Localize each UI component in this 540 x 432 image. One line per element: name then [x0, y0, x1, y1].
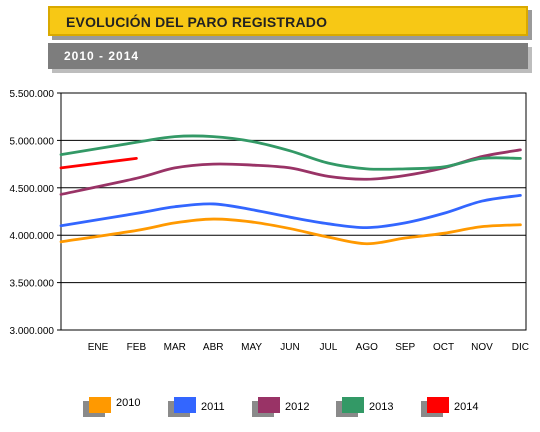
- y-tick-label: 5.000.000: [10, 136, 55, 147]
- legend-swatch: [258, 397, 280, 413]
- x-tick-label: ENE: [88, 342, 109, 353]
- legend-swatch: [89, 397, 111, 413]
- legend-swatch: [427, 397, 449, 413]
- legend-swatch: [342, 397, 364, 413]
- y-tick-label: 3.500.000: [10, 279, 55, 290]
- x-tick-label: OCT: [433, 342, 454, 353]
- series-line-2010: [59, 217, 522, 246]
- x-tick-label: FEB: [127, 342, 147, 353]
- legend-label: 2011: [201, 401, 225, 413]
- series-line-2014: [59, 157, 138, 170]
- legend-label: 2010: [116, 397, 140, 409]
- plot-area: [60, 92, 527, 331]
- y-tick-label: 5.500.000: [10, 89, 55, 100]
- legend-label: 2013: [369, 401, 393, 413]
- chart-title: EVOLUCIÓN DEL PARO REGISTRADO: [66, 14, 328, 30]
- legend-swatch: [174, 397, 196, 413]
- x-tick-label: NOV: [471, 342, 493, 353]
- y-tick-label: 3.000.000: [10, 326, 55, 337]
- y-tick-label: 4.000.000: [10, 231, 55, 242]
- x-tick-label: MAR: [164, 342, 186, 353]
- series-line-2011: [59, 193, 522, 230]
- legend-label: 2012: [285, 401, 309, 413]
- chart-subtitle-banner: 2010 - 2014: [48, 43, 528, 69]
- x-tick-label: MAY: [241, 342, 262, 353]
- x-tick-label: AGO: [356, 342, 378, 353]
- y-tick-label: 4.500.000: [10, 184, 55, 195]
- x-tick-label: SEP: [395, 342, 415, 353]
- x-tick-label: JUN: [280, 342, 299, 353]
- chart-subtitle: 2010 - 2014: [64, 49, 140, 63]
- x-tick-label: JUL: [320, 342, 338, 353]
- legend-label: 2014: [454, 401, 478, 413]
- chart-title-banner: EVOLUCIÓN DEL PARO REGISTRADO: [48, 6, 528, 36]
- x-tick-label: ABR: [203, 342, 224, 353]
- x-tick-label: DIC: [512, 342, 529, 353]
- series-line-2013: [59, 134, 522, 171]
